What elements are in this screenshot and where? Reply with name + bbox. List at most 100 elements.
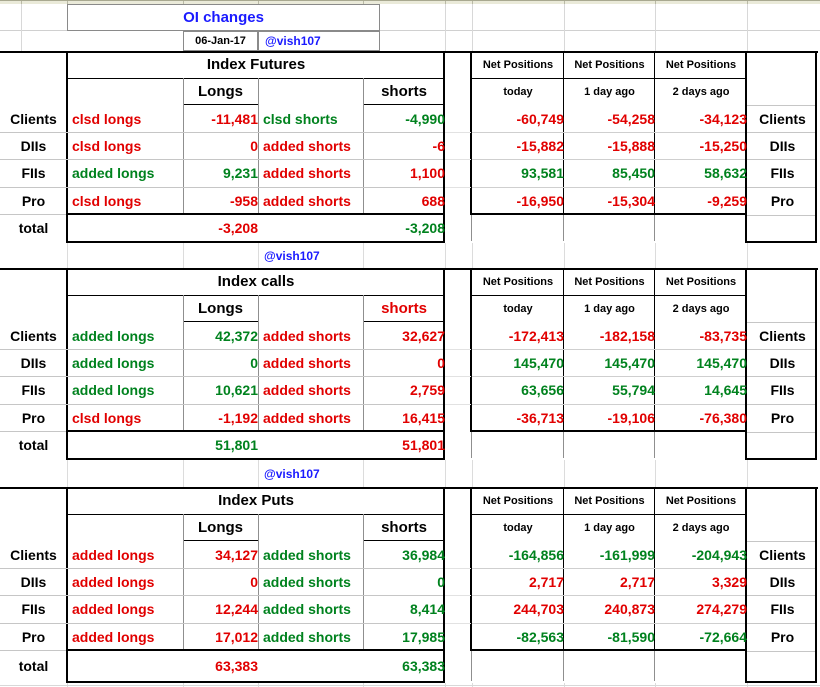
net-value-cell[interactable]: -76,380 — [699, 410, 747, 426]
net-value-cell[interactable]: -15,304 — [607, 193, 655, 209]
total-longs-value[interactable]: 63,383 — [215, 658, 258, 674]
shorts-value-cell[interactable]: 2,759 — [409, 382, 445, 398]
net-value-cell[interactable]: -72,664 — [699, 629, 747, 645]
right-row-label[interactable]: FIIs — [770, 601, 795, 617]
longs-value-cell[interactable]: 9,231 — [222, 165, 258, 181]
sheet-title-cell[interactable]: OI changes — [67, 4, 380, 31]
right-row-label[interactable]: Clients — [759, 110, 806, 127]
total-longs-value[interactable]: -3,208 — [218, 220, 258, 236]
shorts-action-cell[interactable]: added shorts — [263, 382, 351, 398]
row-label[interactable]: FIIs — [21, 601, 46, 617]
net-value-cell[interactable]: 3,329 — [711, 573, 747, 590]
longs-value-cell[interactable]: -958 — [229, 193, 258, 209]
right-row-label[interactable]: DIIs — [769, 354, 796, 371]
net-value-cell[interactable]: 14,645 — [704, 382, 747, 398]
shorts-action-cell[interactable]: added shorts — [263, 601, 351, 617]
net-value-cell[interactable]: 58,632 — [704, 165, 747, 181]
longs-action-cell[interactable]: clsd longs — [72, 110, 142, 127]
section-title[interactable]: Index Puts — [218, 492, 294, 509]
net-positions-header[interactable]: Net Positions — [482, 275, 554, 288]
longs-value-cell[interactable]: 0 — [250, 354, 258, 371]
handle-text[interactable]: @vish107 — [264, 466, 320, 481]
net-value-cell[interactable]: -36,713 — [516, 410, 564, 426]
right-row-label[interactable]: FIIs — [770, 165, 795, 181]
longs-action-cell[interactable]: added longs — [72, 354, 155, 371]
net-period-header[interactable]: today — [503, 302, 533, 315]
net-positions-header[interactable]: Net Positions — [574, 58, 645, 71]
longs-header[interactable]: Longs — [198, 300, 243, 317]
right-row-label[interactable]: Pro — [770, 629, 795, 645]
shorts-action-cell[interactable]: added shorts — [263, 137, 351, 154]
net-value-cell[interactable]: 145,470 — [696, 354, 747, 371]
net-period-header[interactable]: today — [503, 85, 533, 98]
longs-action-cell[interactable]: clsd longs — [72, 137, 142, 154]
longs-value-cell[interactable]: 0 — [250, 137, 258, 154]
handle-cell[interactable]: @vish107 — [258, 31, 380, 51]
net-positions-header[interactable]: Net Positions — [574, 494, 645, 507]
net-value-cell[interactable]: -82,563 — [516, 629, 564, 645]
right-row-label[interactable]: DIIs — [769, 573, 796, 590]
row-label[interactable]: FIIs — [21, 382, 46, 398]
longs-value-cell[interactable]: 10,621 — [215, 382, 258, 398]
total-shorts-value[interactable]: -3,208 — [405, 220, 445, 236]
longs-value-cell[interactable]: 34,127 — [215, 546, 258, 563]
net-value-cell[interactable]: -34,123 — [699, 110, 747, 127]
total-label[interactable]: total — [18, 658, 49, 674]
net-value-cell[interactable]: 63,656 — [521, 382, 564, 398]
net-value-cell[interactable]: -204,943 — [691, 546, 747, 563]
net-positions-header[interactable]: Net Positions — [665, 58, 737, 71]
net-value-cell[interactable]: -172,413 — [508, 327, 564, 344]
section-title[interactable]: Index calls — [217, 273, 295, 290]
net-value-cell[interactable]: -164,856 — [508, 546, 564, 563]
net-positions-header[interactable]: Net Positions — [665, 275, 737, 288]
net-value-cell[interactable]: 55,794 — [612, 382, 655, 398]
shorts-value-cell[interactable]: 32,627 — [402, 327, 445, 344]
shorts-action-cell[interactable]: added shorts — [263, 410, 351, 426]
longs-value-cell[interactable]: -11,481 — [211, 110, 258, 127]
shorts-value-cell[interactable]: 8,414 — [409, 601, 445, 617]
net-value-cell[interactable]: -15,888 — [607, 137, 655, 154]
net-value-cell[interactable]: -161,999 — [599, 546, 655, 563]
longs-header[interactable]: Longs — [198, 519, 243, 536]
shorts-action-cell[interactable]: added shorts — [263, 354, 351, 371]
shorts-action-cell[interactable]: added shorts — [263, 165, 351, 181]
net-period-header[interactable]: 2 days ago — [672, 85, 730, 98]
row-label[interactable]: Pro — [21, 410, 46, 426]
total-label[interactable]: total — [18, 220, 49, 236]
net-value-cell[interactable]: 145,470 — [513, 354, 564, 371]
longs-action-cell[interactable]: added longs — [72, 573, 155, 590]
net-value-cell[interactable]: 2,717 — [619, 573, 655, 590]
net-positions-header[interactable]: Net Positions — [482, 494, 554, 507]
net-period-header[interactable]: 2 days ago — [672, 302, 730, 315]
row-label[interactable]: DIIs — [20, 354, 47, 371]
longs-action-cell[interactable]: clsd longs — [72, 193, 142, 209]
shorts-action-cell[interactable]: added shorts — [263, 629, 351, 645]
shorts-header[interactable]: shorts — [381, 519, 427, 536]
net-period-header[interactable]: today — [503, 521, 533, 534]
shorts-value-cell[interactable]: -4,990 — [405, 110, 445, 127]
net-value-cell[interactable]: 85,450 — [612, 165, 655, 181]
shorts-value-cell[interactable]: 0 — [437, 573, 445, 590]
shorts-header[interactable]: shorts — [381, 83, 427, 100]
net-value-cell[interactable]: 274,279 — [696, 601, 747, 617]
net-value-cell[interactable]: -60,749 — [516, 110, 564, 127]
right-row-label[interactable]: Clients — [759, 546, 806, 563]
longs-action-cell[interactable]: added longs — [72, 165, 155, 181]
longs-value-cell[interactable]: 17,012 — [215, 629, 258, 645]
net-positions-header[interactable]: Net Positions — [665, 494, 737, 507]
shorts-value-cell[interactable]: 0 — [437, 354, 445, 371]
net-period-header[interactable]: 1 day ago — [584, 85, 635, 98]
net-period-header[interactable]: 1 day ago — [584, 302, 635, 315]
right-row-label[interactable]: FIIs — [770, 382, 795, 398]
longs-action-cell[interactable]: added longs — [72, 601, 155, 617]
longs-action-cell[interactable]: added longs — [72, 629, 155, 645]
shorts-value-cell[interactable]: 17,985 — [402, 629, 445, 645]
section-title[interactable]: Index Futures — [206, 56, 306, 73]
net-value-cell[interactable]: -9,259 — [707, 193, 747, 209]
longs-value-cell[interactable]: -1,192 — [218, 410, 258, 426]
shorts-header[interactable]: shorts — [381, 300, 427, 317]
net-positions-header[interactable]: Net Positions — [574, 275, 645, 288]
row-label[interactable]: Pro — [21, 629, 46, 645]
shorts-action-cell[interactable]: clsd shorts — [263, 110, 338, 127]
row-label[interactable]: DIIs — [20, 137, 47, 154]
